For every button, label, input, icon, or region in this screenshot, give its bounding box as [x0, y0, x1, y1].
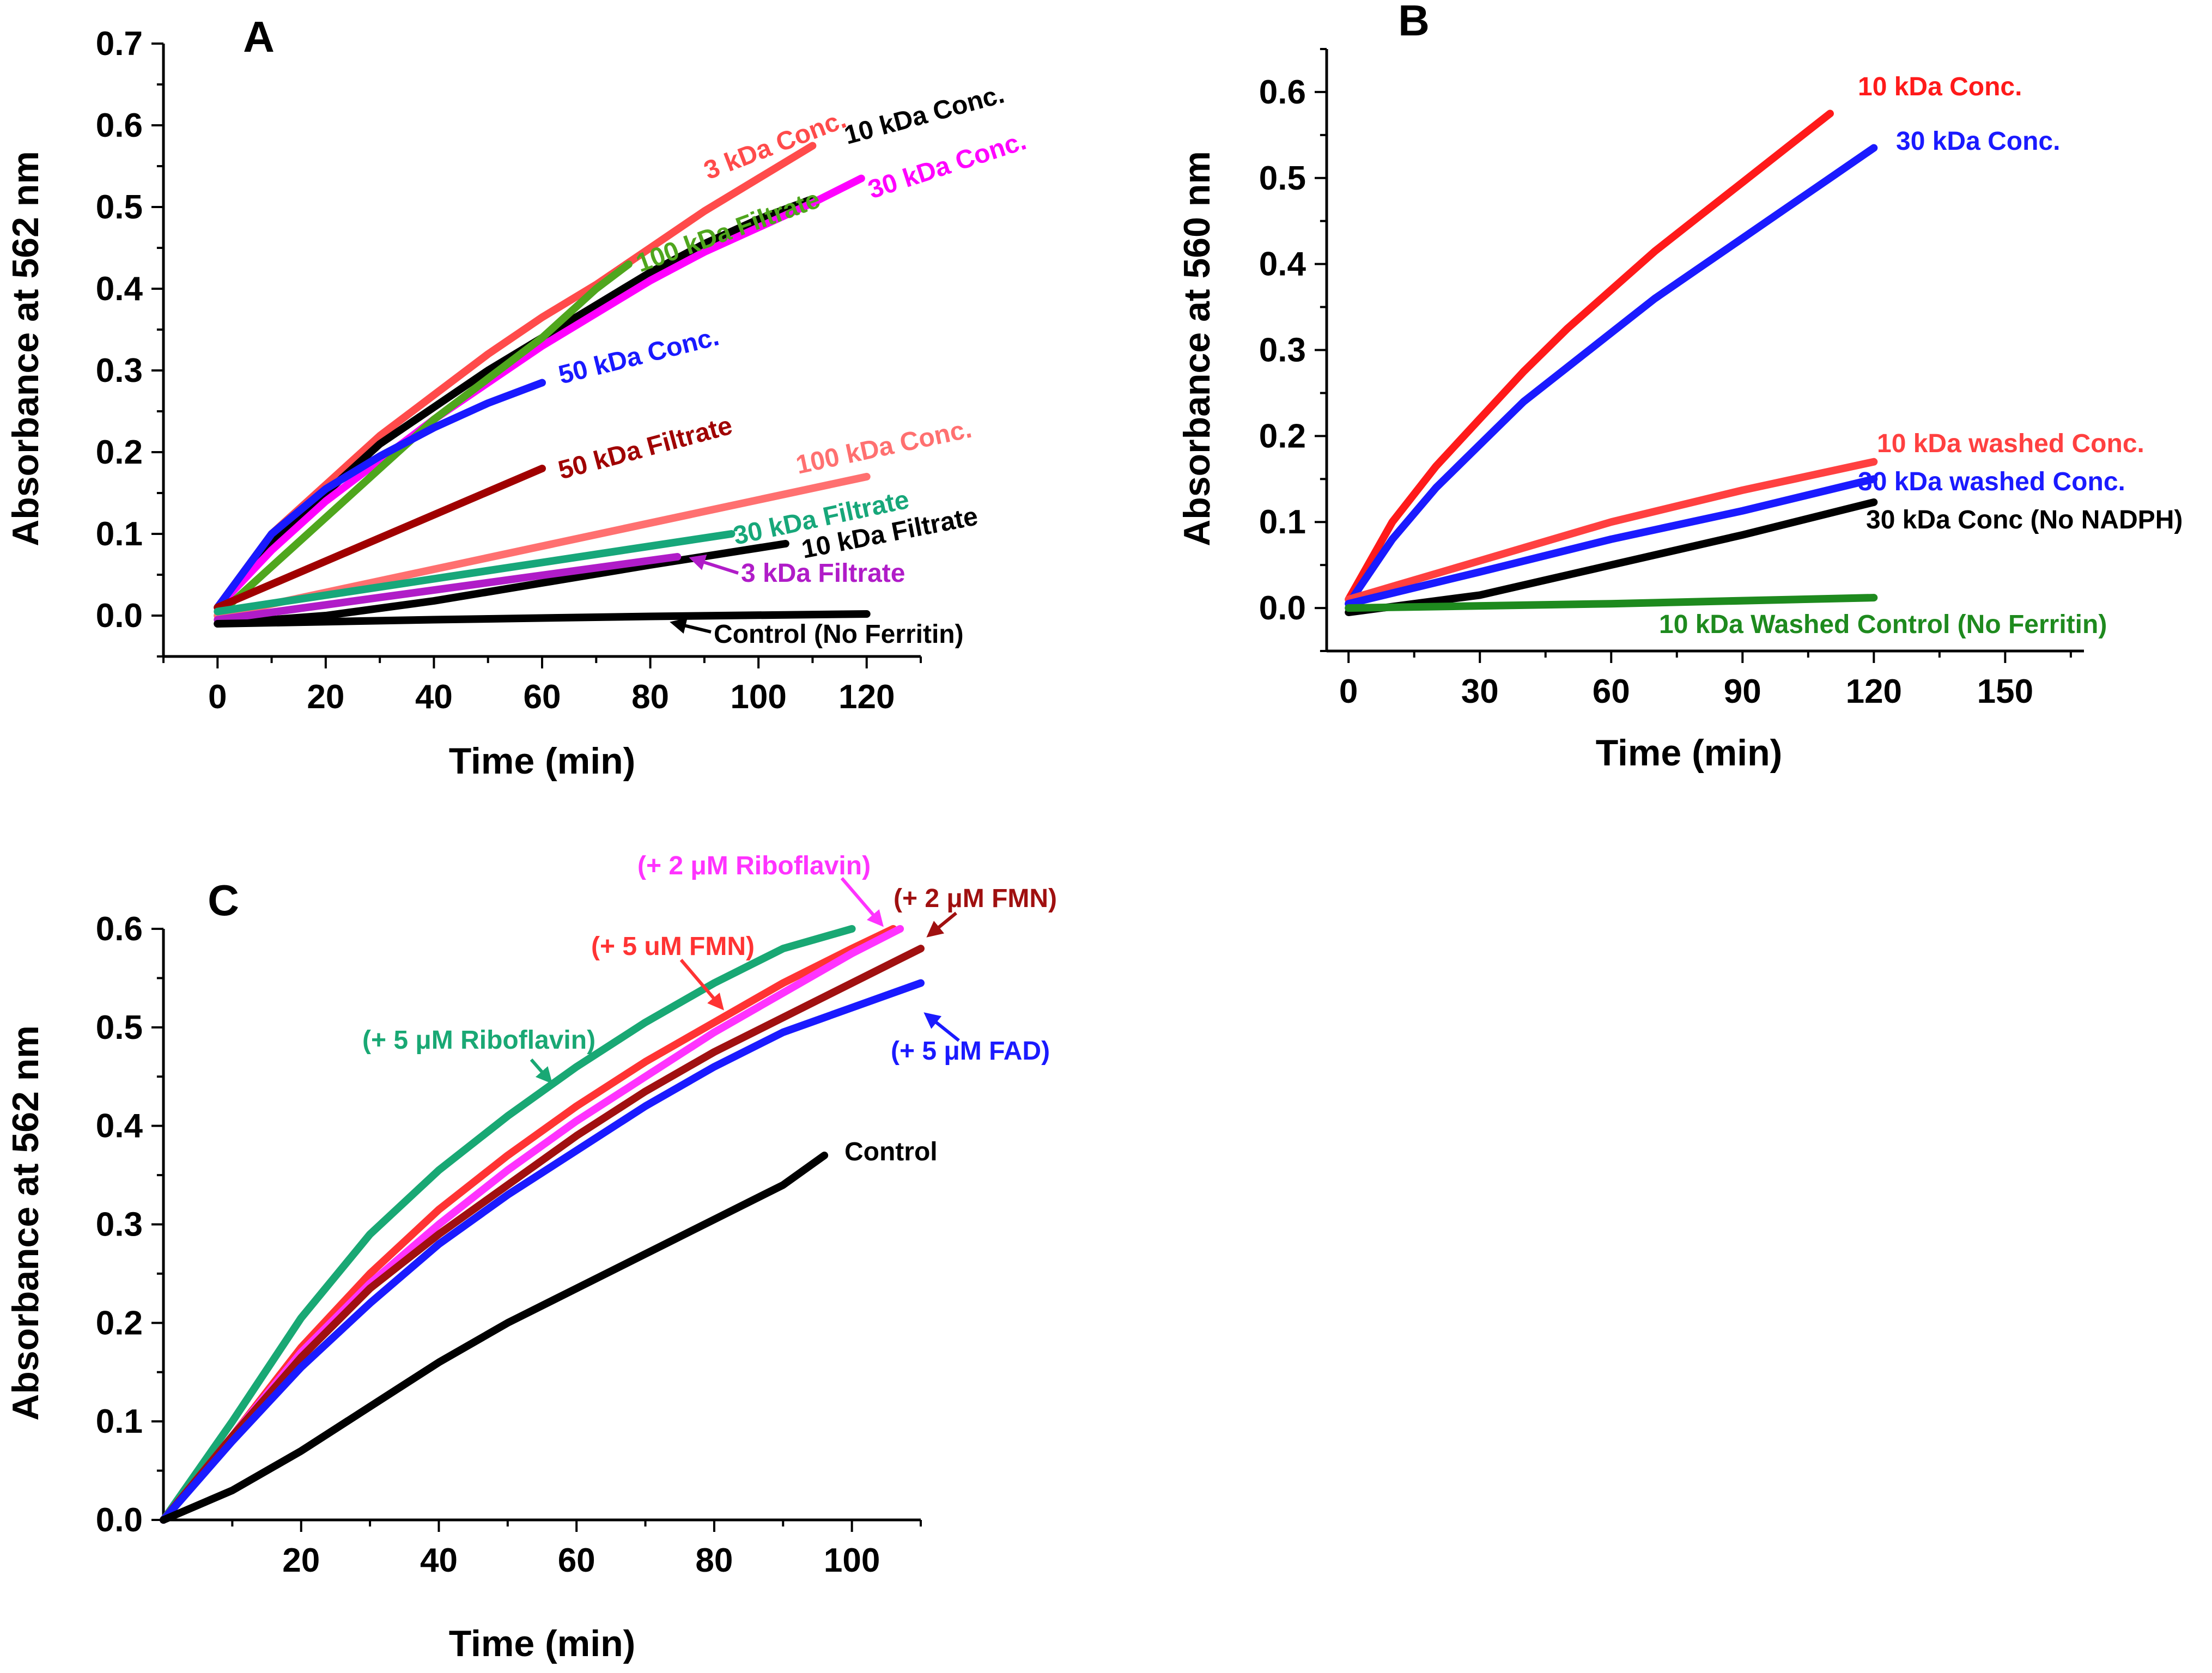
panel-a: A 0.0 0.1 0.2 0.3 0.4 0.5 0.6 0.7 0 20 40 60 80 100 120…: [5, 13, 1030, 782]
y-tick-label: 0.3: [1259, 332, 1306, 369]
series-label-arrow: [926, 911, 957, 938]
y-tick-label: 0.5: [96, 1009, 143, 1047]
x-tick-label: 150: [1977, 673, 2033, 710]
series-label-arrow: [689, 554, 739, 575]
series-line-10-kda-filtrate: [214, 540, 789, 628]
series-label-arrow: [530, 1058, 552, 1084]
series-label-10-kda-conc: 10 kDa Conc.: [1858, 72, 2022, 101]
series-line-10-kda-conc: [214, 195, 817, 611]
series-line-5-m-fad: [160, 979, 925, 1524]
x-tick-label: 40: [420, 1542, 458, 1579]
series-label-50-kda-filtrate: 50 kDa Filtrate: [555, 411, 736, 485]
series-label-3-kda-conc: 3 kDa Conc.: [700, 105, 850, 185]
x-tick-label: 30: [1461, 673, 1499, 710]
series-line-3-kda-filtrate: [214, 553, 682, 624]
x-axis-title: Time (min): [449, 1623, 636, 1664]
x-tick-label: 60: [558, 1542, 595, 1579]
y-tick-label: 0.6: [96, 910, 143, 948]
series-line-10-kda-washed-conc: [1345, 458, 1878, 604]
series-label-2-m-fmn: (+ 2 μM FMN): [894, 884, 1057, 913]
y-axis-title: Absorbance at 562 nm: [5, 151, 46, 546]
series-label-arrow: [923, 1012, 960, 1042]
y-tick-label: 0.3: [96, 1206, 143, 1244]
y-tick-label: 0.6: [96, 107, 143, 144]
x-tick-label: 60: [1593, 673, 1630, 710]
series-label-control-no-ferritin: Control (No Ferritin): [714, 620, 964, 649]
x-tick-label: 120: [1846, 673, 1902, 710]
x-axis-title: Time (min): [449, 740, 636, 782]
x-tick-label: 0: [1339, 673, 1358, 710]
y-axis-title: Absorbance at 562 nm: [5, 1025, 46, 1421]
x-tick-label: 120: [838, 678, 895, 716]
series-label-10-kda-washed-conc: 10 kDa washed Conc.: [1877, 429, 2144, 458]
series-label-5-m-fad: (+ 5 μM FAD): [891, 1037, 1050, 1066]
series-label-5-um-fmn: (+ 5 uM FMN): [591, 932, 755, 961]
y-tick-label: 0.5: [96, 188, 143, 226]
y-tick-label: 0.1: [96, 1403, 143, 1440]
series-line-30-kda-filtrate: [214, 530, 736, 616]
x-tick-label: 20: [307, 678, 344, 716]
x-tick-label: 80: [695, 1542, 733, 1579]
y-axis-title: Absorbance at 560 nm: [1176, 151, 1218, 546]
series-label-arrow: [840, 877, 884, 927]
y-tick-label: 0.1: [1259, 503, 1306, 541]
y-tick-label: 0.4: [96, 1108, 143, 1145]
series-line-30-kda-conc: [1345, 144, 1878, 608]
y-tick-label: 0.2: [96, 1304, 143, 1342]
x-tick-label: 90: [1724, 673, 1761, 710]
panel-letter: C: [208, 876, 239, 924]
series-line-30-kda-conc-no-nadph: [1345, 498, 1878, 616]
series-label-3-kda-filtrate: 3 kDa Filtrate: [741, 559, 905, 588]
series-label-30-kda-conc: 30 kDa Conc.: [1896, 127, 2060, 156]
y-tick-label: 0.1: [96, 515, 143, 553]
y-tick-label: 0.4: [1259, 246, 1306, 283]
y-tick-label: 0.4: [96, 270, 143, 308]
series-label-10-kda-washed-control-no-ferritin: 10 kDa Washed Control (No Ferritin): [1659, 610, 2107, 639]
y-tick-label: 0.0: [96, 1501, 143, 1539]
series-line-30-kda-washed-conc: [1345, 475, 1878, 608]
series-label-2-m-riboflavin: (+ 2 μM Riboflavin): [637, 851, 871, 880]
series-label-100-kda-conc: 100 kDa Conc.: [793, 415, 974, 480]
panel-c: C 0.0 0.1 0.2 0.3 0.4 0.5 0.6 20 40 60 80 100 Time (m…: [5, 851, 1057, 1664]
x-tick-label: 100: [730, 678, 786, 716]
series-label-50-kda-conc: 50 kDa Conc.: [556, 322, 722, 390]
x-tick-label: 60: [524, 678, 561, 716]
series-label-30-kda-conc-no-nadph: 30 kDa Conc (No NADPH): [1866, 506, 2183, 534]
y-tick-label: 0.2: [96, 434, 143, 471]
y-tick-label: 0.2: [1259, 417, 1306, 455]
series-line-10-kda-conc: [1345, 109, 1834, 604]
series-label-30-kda-washed-conc: 30 kDa washed Conc.: [1858, 467, 2125, 496]
x-tick-label: 40: [415, 678, 453, 716]
panel-letter: B: [1398, 0, 1430, 45]
series-label-arrow: [670, 618, 712, 634]
series-line-10-kda-washed-control-no-ferritin: [1345, 594, 1878, 612]
y-tick-label: 0.0: [96, 597, 143, 635]
x-tick-label: 20: [282, 1542, 320, 1579]
y-tick-label: 0.5: [1259, 160, 1306, 197]
y-tick-label: 0.0: [1259, 589, 1306, 627]
x-axis-title: Time (min): [1596, 732, 1783, 774]
panel-b: B 0.0 0.1 0.2 0.3 0.4 0.5 0.6 0 30 60 90 120 150 Time …: [1176, 0, 2183, 774]
y-tick-label: 0.6: [1259, 74, 1306, 111]
x-tick-label: 80: [631, 678, 669, 716]
series-line-5-m-riboflavin: [160, 925, 856, 1524]
series-label-arrow: [679, 959, 724, 1011]
x-tick-label: 100: [824, 1542, 880, 1579]
series-line-control-no-ferritin: [214, 610, 871, 628]
series-label-control: Control: [844, 1137, 938, 1166]
series-line-control: [160, 1151, 829, 1524]
y-tick-label: 0.7: [96, 25, 143, 63]
series-line-2-m-fmn: [160, 945, 925, 1524]
panel-letter: A: [243, 13, 275, 61]
y-tick-label: 0.3: [96, 352, 143, 390]
x-tick-label: 0: [208, 678, 227, 716]
series-line-50-kda-filtrate: [214, 465, 546, 611]
series-line-100-kda-filtrate: [214, 260, 633, 619]
series-line-30-kda-conc: [214, 174, 865, 611]
series-line-50-kda-conc: [214, 379, 546, 611]
series-label-5-m-riboflavin: (+ 5 μM Riboflavin): [362, 1026, 595, 1055]
